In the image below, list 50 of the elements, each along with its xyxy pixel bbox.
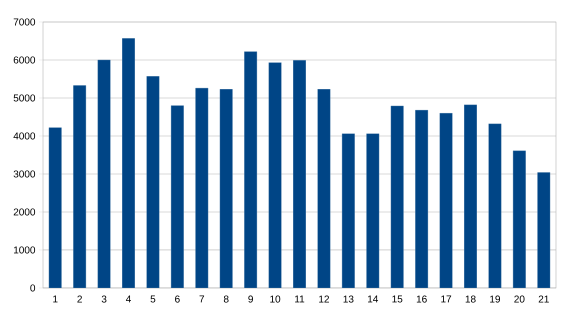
x-tick-label: 2	[77, 296, 82, 302]
bar	[512, 150, 526, 288]
bar	[293, 60, 306, 288]
bar	[440, 112, 453, 288]
bar	[244, 51, 258, 288]
bar	[48, 127, 62, 288]
bar	[98, 60, 111, 288]
bar	[390, 106, 404, 288]
x-tick-label: 3	[102, 296, 106, 303]
x-tick-label: 6	[175, 296, 180, 303]
bar	[122, 38, 135, 288]
bar	[415, 110, 428, 288]
bar	[488, 124, 502, 288]
bar	[170, 105, 184, 288]
y-tick-label: 5000	[14, 94, 36, 102]
y-tick-label: 0	[30, 284, 36, 292]
x-tick-label: 17	[441, 296, 452, 302]
bar	[146, 76, 160, 288]
x-tick-label: 14	[368, 296, 378, 302]
y-tick-label: 6000	[14, 56, 36, 64]
x-tick-label: 12	[319, 296, 329, 302]
bar	[317, 89, 330, 288]
bar	[268, 62, 282, 288]
x-tick-label: 8	[224, 296, 229, 303]
x-tick-label: 1	[53, 296, 58, 302]
y-tick-label: 7000	[14, 18, 36, 26]
bar	[195, 88, 208, 288]
x-tick-label: 11	[295, 296, 304, 302]
x-tick-label: 4	[126, 296, 131, 302]
x-tick-label: 21	[538, 296, 549, 302]
x-tick-label: 16	[416, 296, 427, 303]
x-tick-label: 7	[200, 296, 204, 302]
x-tick-label: 18	[466, 296, 476, 303]
bar	[464, 104, 477, 288]
x-tick-label: 9	[248, 296, 253, 303]
bar	[366, 134, 380, 288]
x-tick-label: 5	[150, 296, 156, 302]
y-tick-label: 1000	[14, 246, 36, 254]
x-tick-label: 13	[344, 296, 354, 303]
x-tick-label: 19	[490, 296, 500, 303]
x-tick-label: 20	[514, 296, 525, 303]
y-tick-label: 3000	[14, 170, 36, 178]
bar	[342, 134, 355, 288]
x-tick-label: 15	[392, 296, 402, 302]
bar	[220, 89, 233, 288]
y-tick-label: 4000	[13, 132, 36, 140]
y-tick-label: 2000	[14, 208, 36, 216]
bar	[73, 85, 86, 288]
bar	[537, 172, 550, 288]
x-tick-label: 10	[270, 296, 280, 303]
